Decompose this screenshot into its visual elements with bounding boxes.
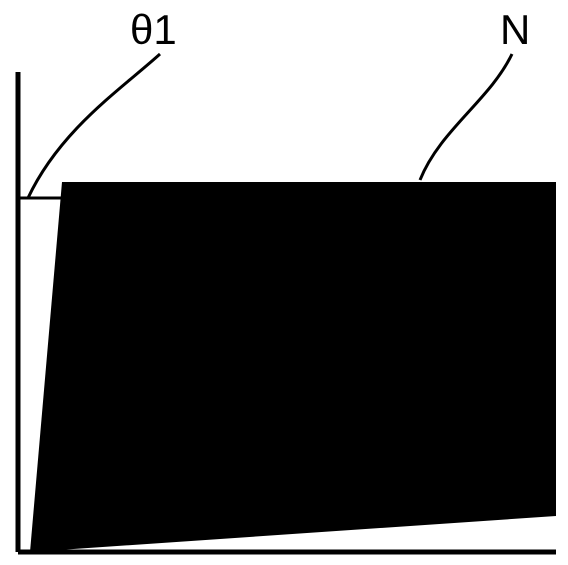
diagram-svg [0,0,568,560]
diagram-container: θ1 N [0,0,568,560]
n-label: N [500,6,530,54]
theta-label: θ1 [130,6,177,54]
theta-leader [28,54,160,198]
n-leader [420,54,512,180]
main-shape [30,182,556,552]
